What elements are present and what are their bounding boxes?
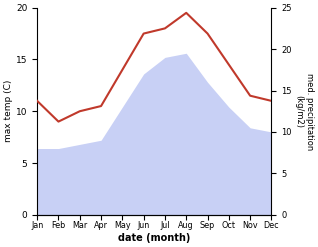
Y-axis label: med. precipitation
(kg/m2): med. precipitation (kg/m2) (294, 73, 314, 150)
X-axis label: date (month): date (month) (118, 233, 190, 243)
Y-axis label: max temp (C): max temp (C) (4, 80, 13, 143)
